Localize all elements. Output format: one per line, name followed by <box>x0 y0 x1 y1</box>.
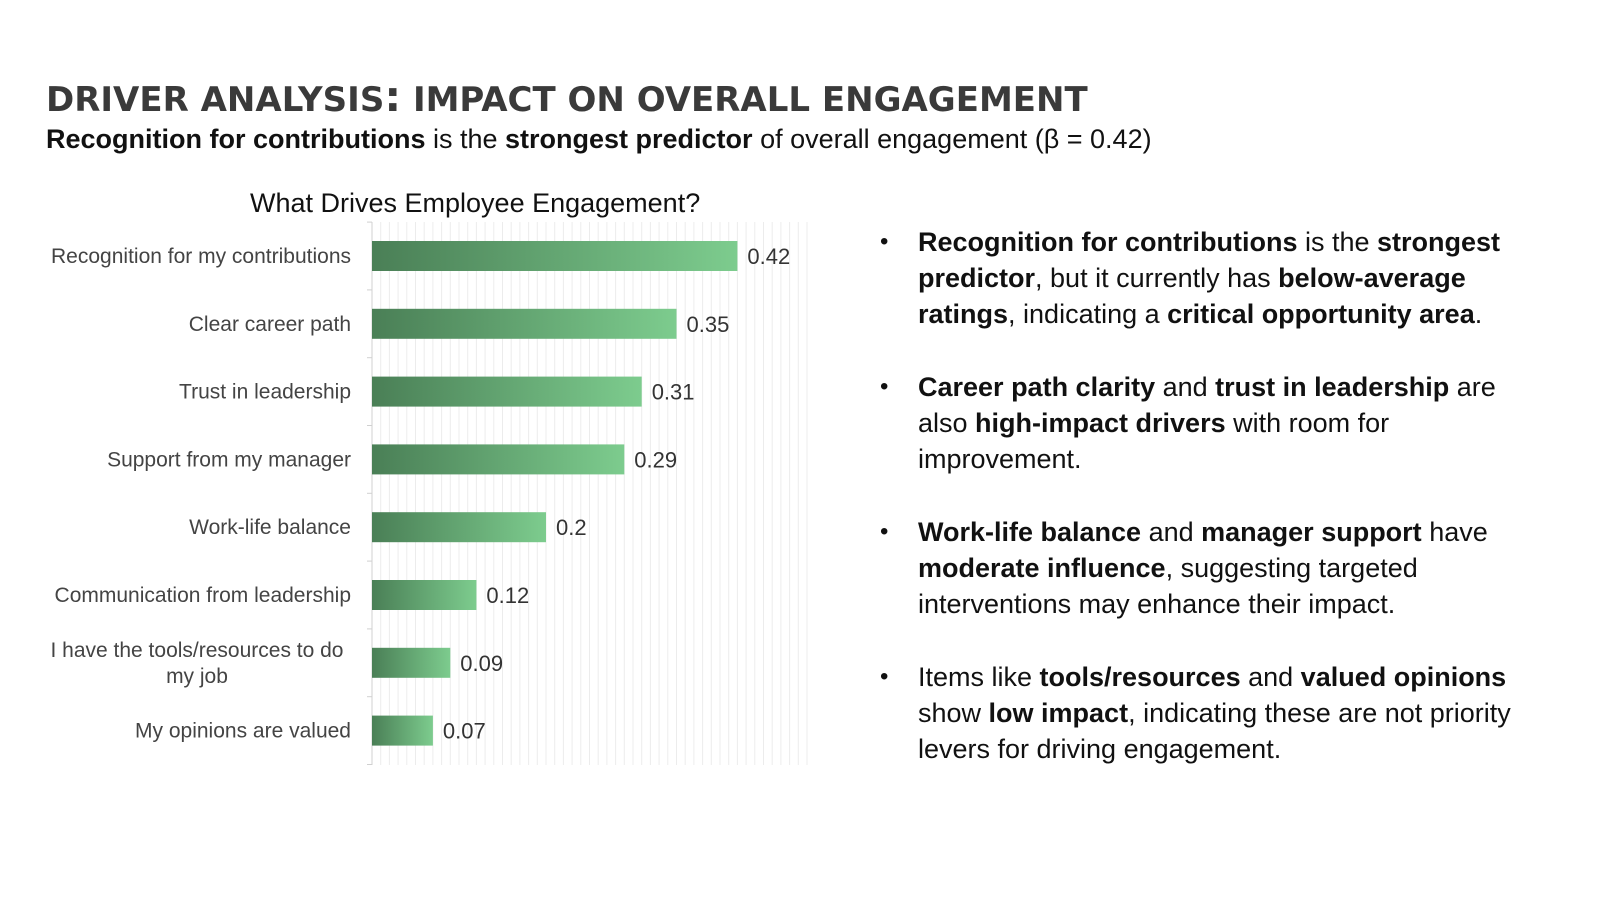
slide-title: DRIVER ANALYSIS: IMPACT ON OVERALL ENGAG… <box>46 72 1088 121</box>
insight-bullet-4: Items like tools/resources and valued op… <box>880 659 1520 767</box>
data-label: 0.42 <box>747 244 790 269</box>
chart-gridlines <box>367 221 808 765</box>
category-label: Support from my manager <box>107 448 351 471</box>
bullet-highlight: strongest predictor <box>918 227 1501 293</box>
chart-title: What Drives Employee Engagement? <box>250 188 701 218</box>
subtitle-highlight-1: Recognition for contributions <box>46 124 426 154</box>
category-label: Trust in leadership <box>179 381 351 404</box>
bullet-highlight: below-average ratings <box>918 263 1466 329</box>
bullet-highlight: valued opinions <box>1300 662 1507 692</box>
subtitle-highlight-2: strongest predictor <box>505 124 753 154</box>
bullet-highlight: Work-life balance <box>918 517 1142 547</box>
slide-subtitle: Recognition for contributions is the str… <box>46 124 1152 155</box>
bullet-highlight: low impact <box>988 698 1129 728</box>
slide-title-colon: : <box>384 72 402 121</box>
bullet-highlight: high-impact drivers <box>975 408 1226 438</box>
bullet-text: , indicating these are not priority leve… <box>918 698 1511 764</box>
bullet-text: Items like <box>918 662 1040 692</box>
bullet-text: and <box>1240 662 1301 692</box>
insight-bullets: Recognition for contributions is the str… <box>880 224 1520 804</box>
bullet-highlight: Recognition for contributions <box>918 227 1298 257</box>
slide-title-part2: IMPACT ON OVERALL ENGAGEMENT <box>401 80 1088 120</box>
bar <box>372 580 477 610</box>
bar <box>372 715 433 746</box>
subtitle-text-2: of overall engagement (β = 0.42) <box>752 124 1152 154</box>
bullet-text: are also <box>918 372 1496 438</box>
insight-bullet-3: Work-life balance and manager support ha… <box>880 514 1520 622</box>
bullet-text: , indicating a <box>1008 299 1168 329</box>
bullet-highlight: moderate influence <box>918 553 1166 583</box>
bar <box>372 647 451 678</box>
insight-bullet-2: Career path clarity and trust in leaders… <box>880 369 1520 477</box>
bullet-text: and <box>1141 517 1202 547</box>
insight-bullet-1: Recognition for contributions is the str… <box>880 224 1520 332</box>
bar <box>372 241 738 271</box>
category-label: I have the tools/resources to do my job <box>50 639 343 688</box>
data-label: 0.12 <box>486 583 529 608</box>
bar <box>372 376 642 407</box>
subtitle-text-1: is the <box>425 124 506 154</box>
data-label: 0.07 <box>443 719 486 744</box>
category-label: My opinions are valued <box>135 720 351 743</box>
driver-bar-chart: 0.42 Recognition for my contributions 0.35… <box>50 221 808 765</box>
slide-title-part1: DRIVER ANALYSIS <box>46 80 385 120</box>
data-label: 0.2 <box>556 515 587 540</box>
bullet-highlight: critical opportunity area <box>1167 299 1475 329</box>
bullet-text: with room for improvement. <box>918 408 1390 474</box>
bar <box>372 512 546 543</box>
bullet-highlight: Career path clarity <box>918 372 1156 402</box>
bullet-text: , suggesting targeted interventions may … <box>918 553 1418 619</box>
data-label: 0.29 <box>634 447 677 472</box>
bar <box>372 444 625 475</box>
bullet-highlight: tools/resources <box>1039 662 1241 692</box>
data-label: 0.35 <box>687 312 730 337</box>
bullet-text: is the <box>1297 227 1378 257</box>
data-label: 0.09 <box>460 651 503 676</box>
bullet-text: , but it currently has <box>1035 263 1279 293</box>
data-label: 0.31 <box>652 380 695 405</box>
category-label: Communication from leadership <box>55 584 351 607</box>
chart-bars <box>372 241 738 746</box>
bullet-highlight: trust in leadership <box>1215 372 1450 402</box>
bullet-text: have <box>1421 517 1488 547</box>
bullet-text: . <box>1474 299 1483 329</box>
bar <box>372 308 677 339</box>
bullet-text: show <box>918 698 989 728</box>
bullet-highlight: manager support <box>1201 517 1422 547</box>
chart-labels: 0.42 Recognition for my contributions 0.35… <box>50 244 790 744</box>
category-label: Clear career path <box>189 313 351 336</box>
category-label: Work-life balance <box>189 516 351 539</box>
bullet-text: and <box>1155 372 1216 402</box>
category-label: Recognition for my contributions <box>51 245 351 268</box>
